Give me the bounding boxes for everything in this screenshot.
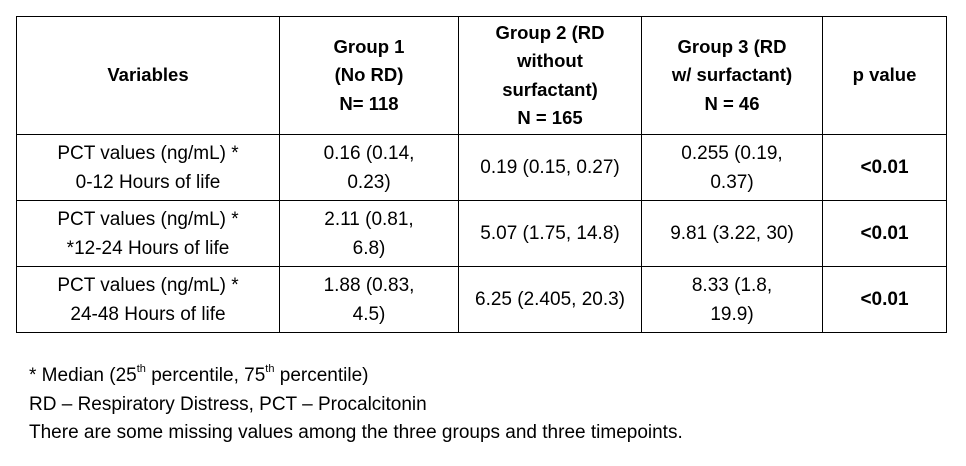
cell-line: PCT values (ng/mL) * — [57, 208, 239, 230]
cell-line: 0-12 Hours of life — [75, 171, 221, 193]
header-group-3: Group 3 (RD w/ surfactant) N = 46 — [641, 16, 823, 135]
footnote-text: percentile, 75 — [145, 365, 266, 386]
results-table: Variables Group 1 (No RD) N= 118 Group 2… — [16, 16, 947, 333]
footnote-text: percentile) — [274, 365, 369, 386]
cell-line: 0.255 (0.19, — [681, 142, 783, 164]
header-group-2: Group 2 (RD without surfactant) N = 165 — [458, 16, 642, 135]
cell-p-value: <0.01 — [822, 200, 947, 267]
cell-line: 24-48 Hours of life — [70, 303, 226, 325]
results-table-container: Variables Group 1 (No RD) N= 118 Group 2… — [16, 16, 947, 333]
header-variables: Variables — [16, 16, 280, 135]
cell-line: 6.8) — [352, 237, 386, 259]
cell-group-3: 0.255 (0.19, 0.37) — [641, 134, 823, 201]
header-line: Group 2 (RD — [495, 21, 605, 43]
table-footnotes: * Median (25th percentile, 75th percenti… — [29, 362, 683, 448]
cell-line: PCT values (ng/mL) * — [57, 274, 239, 296]
cell-variable: PCT values (ng/mL) * *12-24 Hours of lif… — [16, 200, 280, 267]
header-line: p value — [852, 64, 917, 86]
cell-line: 8.33 (1.8, — [691, 274, 773, 296]
header-p-value: p value — [822, 16, 947, 135]
header-line: surfactant) — [502, 78, 598, 100]
cell-line: 6.25 (2.405, 20.3) — [475, 289, 625, 310]
footnote-median: * Median (25th percentile, 75th percenti… — [29, 362, 683, 391]
superscript: th — [136, 362, 146, 375]
cell-line: 4.5) — [352, 303, 386, 325]
cell-variable: PCT values (ng/mL) * 24-48 Hours of life — [16, 266, 280, 333]
cell-line: 0.37) — [710, 171, 754, 193]
footnote-abbreviations: RD – Respiratory Distress, PCT – Procalc… — [29, 393, 427, 415]
header-line: (No RD) — [334, 64, 404, 86]
table-row: PCT values (ng/mL) * *12-24 Hours of lif… — [16, 200, 947, 267]
cell-group-2: 0.19 (0.15, 0.27) — [458, 134, 642, 201]
header-line: N = 46 — [704, 92, 760, 114]
superscript: th — [265, 362, 275, 375]
footnote-text: * Median (25 — [29, 365, 137, 386]
cell-line: PCT values (ng/mL) * — [57, 142, 239, 164]
cell-variable: PCT values (ng/mL) * 0-12 Hours of life — [16, 134, 280, 201]
cell-line: *12-24 Hours of life — [66, 237, 230, 259]
header-line: without — [517, 50, 583, 71]
header-line: w/ surfactant) — [671, 64, 793, 86]
cell-group-1: 1.88 (0.83, 4.5) — [279, 266, 459, 333]
cell-line: 9.81 (3.22, 30) — [670, 223, 794, 244]
header-line: N= 118 — [339, 92, 399, 114]
cell-line: 0.23) — [347, 171, 391, 193]
cell-group-1: 2.11 (0.81, 6.8) — [279, 200, 459, 267]
header-group-1: Group 1 (No RD) N= 118 — [279, 16, 459, 135]
cell-group-3: 9.81 (3.22, 30) — [641, 200, 823, 267]
footnote-missing-values: There are some missing values among the … — [29, 422, 683, 443]
table-row: PCT values (ng/mL) * 24-48 Hours of life… — [16, 266, 947, 333]
table-row: PCT values (ng/mL) * 0-12 Hours of life … — [16, 134, 947, 201]
cell-line: 0.16 (0.14, — [323, 142, 415, 164]
cell-line: 19.9) — [710, 303, 754, 325]
header-line: N = 165 — [517, 107, 583, 128]
cell-group-2: 6.25 (2.405, 20.3) — [458, 266, 642, 333]
header-line: Variables — [107, 64, 189, 86]
cell-group-3: 8.33 (1.8, 19.9) — [641, 266, 823, 333]
cell-group-2: 5.07 (1.75, 14.8) — [458, 200, 642, 267]
table-header-row: Variables Group 1 (No RD) N= 118 Group 2… — [16, 16, 947, 135]
cell-line: 1.88 (0.83, — [323, 274, 415, 296]
header-line: Group 3 (RD — [677, 35, 787, 57]
cell-line: 5.07 (1.75, 14.8) — [480, 223, 620, 244]
cell-group-1: 0.16 (0.14, 0.23) — [279, 134, 459, 201]
cell-p-value: <0.01 — [822, 266, 947, 333]
cell-line: 0.19 (0.15, 0.27) — [480, 157, 620, 178]
header-line: Group 1 — [333, 35, 405, 57]
cell-p-value: <0.01 — [822, 134, 947, 201]
cell-line: 2.11 (0.81, — [324, 208, 414, 230]
